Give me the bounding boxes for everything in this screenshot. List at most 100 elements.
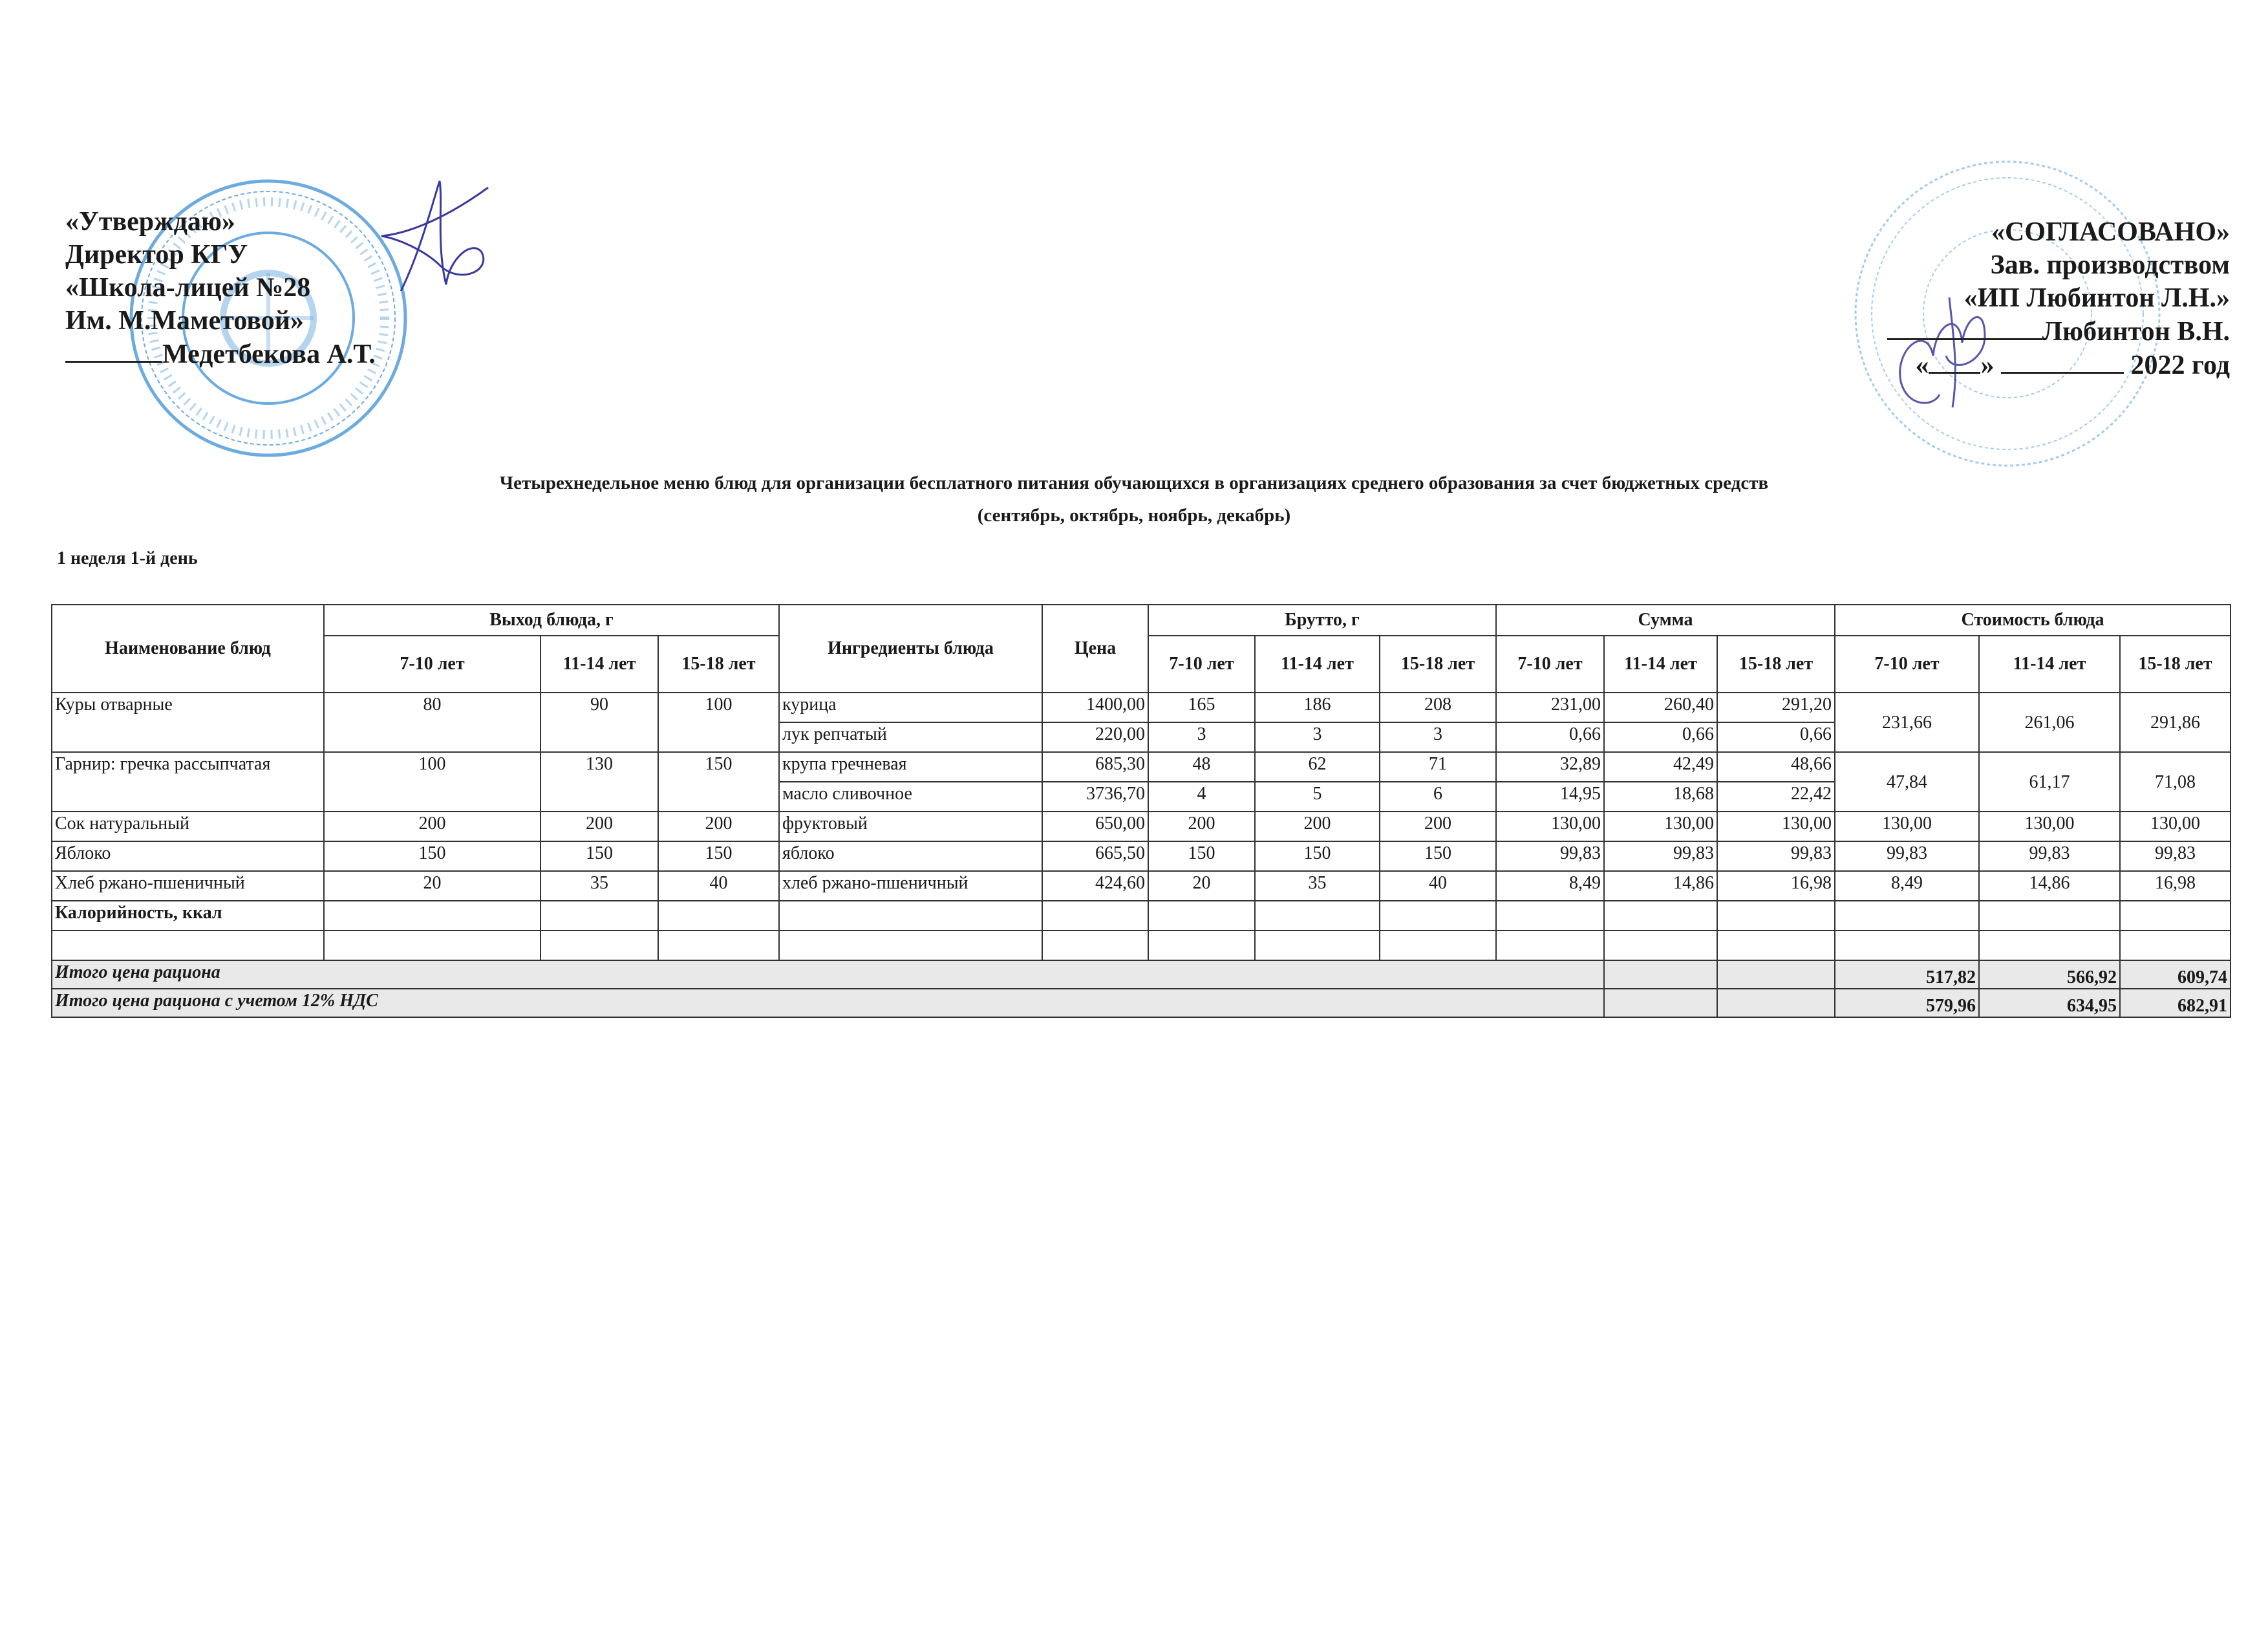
approval-school: «Школа-лицей №28 <box>65 273 311 303</box>
empty-cell <box>1978 900 2121 931</box>
ingredient-brutto: 208 <box>1379 692 1497 723</box>
dish-cost: 61,17 <box>1978 751 2121 812</box>
empty-cell <box>323 900 541 931</box>
ingredient-price: 3736,70 <box>1042 781 1149 812</box>
ingredient-sum: 14,86 <box>1603 870 1718 901</box>
col-yield-age-0: 7-10 лет <box>323 635 541 693</box>
ingredient-price: 665,50 <box>1042 841 1149 872</box>
col-sum-age-1: 11-14 лет <box>1603 635 1718 693</box>
ingredient-price: 424,60 <box>1042 870 1149 901</box>
total-row: Итого цена рациона 517,82 566,92 609,74 <box>51 960 2231 989</box>
ingredient-name: курица <box>778 692 1043 723</box>
ingredient-brutto: 4 <box>1148 781 1256 812</box>
document-title: Четырехнедельное меню блюд для организац… <box>0 467 2268 532</box>
approval-signatory-name: Медетбекова А.Т. <box>162 339 376 369</box>
agreement-heading: «СОГЛАСОВАНО» <box>1991 217 2230 247</box>
ingredient-sum: 0,66 <box>1603 722 1718 753</box>
ingredient-name: масло сливочное <box>778 781 1043 812</box>
header-row-groups: Наименование блюд Выход блюда, г Ингреди… <box>51 604 2231 693</box>
ingredient-sum: 18,68 <box>1603 781 1718 812</box>
dish-cost: 99,83 <box>2119 841 2231 872</box>
agreement-block: «СОГЛАСОВАНО» Зав. производством «ИП Люб… <box>1887 216 2230 382</box>
table-row: Гарнир: гречка рассыпчатая 100 130 150 крупа… <box>51 751 2231 812</box>
empty-cell <box>323 930 541 961</box>
col-cost-age-0: 7-10 лет <box>1834 635 1980 693</box>
empty-cell <box>1042 900 1149 931</box>
calories-label: Калорийность, ккал <box>51 900 325 931</box>
date-open-quote: « <box>1915 350 1929 380</box>
empty-cell <box>1717 988 1835 1018</box>
col-group-brutto: Брутто, г <box>1148 604 1497 636</box>
empty-cell <box>658 900 780 931</box>
dish-cost: 47,84 <box>1834 751 1980 812</box>
col-ingredients: Ингредиенты блюда <box>778 604 1043 693</box>
agreement-signatory-name: Любинтон В.Н. <box>2042 317 2230 347</box>
col-brutto-age-0: 7-10 лет <box>1148 635 1256 693</box>
empty-cell <box>778 900 1043 931</box>
dish-cost: 130,00 <box>2119 811 2231 842</box>
dish-name: Сок натуральный <box>51 811 325 842</box>
empty-cell <box>540 900 659 931</box>
approval-school-name: Им. М.Маметовой» <box>65 306 304 336</box>
ingredient-sum: 42,49 <box>1603 751 1718 782</box>
empty-cell <box>2119 930 2231 961</box>
ingredient-brutto: 3 <box>1148 722 1256 753</box>
director-signature <box>381 180 489 292</box>
header-row-ages: 7-10 лет 11-14 лет 15-18 лет 7-10 лет 11-14 … <box>52 635 2231 693</box>
ingredient-sum: 48,66 <box>1717 751 1835 782</box>
ingredient-sum: 22,42 <box>1717 781 1835 812</box>
ingredient-sum: 231,00 <box>1495 692 1605 723</box>
dish-cost: 16,98 <box>2119 870 2231 901</box>
dish-cost: 291,86 <box>2119 692 2231 753</box>
ingredient-name: хлеб ржано-пшеничный <box>778 870 1043 901</box>
empty-cell <box>1495 930 1605 961</box>
empty-cell <box>1603 900 1718 931</box>
title-line-2: (сентябрь, октябрь, ноябрь, декабрь) <box>977 505 1291 526</box>
ingredient-name: яблоко <box>778 841 1043 872</box>
dish-cost: 261,06 <box>1978 692 2121 753</box>
dish-cost: 99,83 <box>1978 841 2121 872</box>
dish-cost: 130,00 <box>1834 811 1980 842</box>
ingredient-brutto: 165 <box>1148 692 1256 723</box>
col-dish-name: Наименование блюд <box>51 604 325 693</box>
total-value: 579,96 <box>1834 988 1980 1018</box>
approval-position: Директор КГУ <box>65 240 248 270</box>
col-brutto-age-1: 11-14 лет <box>1254 635 1380 693</box>
ingredient-brutto: 35 <box>1254 870 1380 901</box>
empty-cell <box>1042 930 1149 961</box>
ingredient-sum: 16,98 <box>1717 870 1835 901</box>
agreement-company: «ИП Любинтон Л.Н.» <box>1963 283 2230 313</box>
menu-table: Наименование блюд Выход блюда, г Ингреди… <box>51 604 2231 1018</box>
ingredient-brutto: 6 <box>1379 781 1497 812</box>
ingredient-sum: 99,83 <box>1495 841 1605 872</box>
ingredient-name: фруктовый <box>778 811 1043 842</box>
dish-cost: 14,86 <box>1978 870 2121 901</box>
ingredient-sum: 130,00 <box>1717 811 1835 842</box>
total-value: 682,91 <box>2119 988 2231 1018</box>
empty-cell <box>1148 930 1256 961</box>
empty-cell <box>1495 900 1605 931</box>
total-value: 634,95 <box>1978 988 2121 1018</box>
table-row: лук репчатый 220,00 3 3 3 0,66 0,66 0,66 <box>52 722 2231 753</box>
ingredient-brutto: 40 <box>1379 870 1497 901</box>
calories-row: Калорийность, ккал <box>51 900 2231 931</box>
agreement-date: « » 2022 год <box>1887 349 2230 382</box>
total-label: Итого цена рациона с учетом 12% НДС <box>51 988 1605 1018</box>
table-row: Куры отварные 80 90 100 курица 1400,00 165 186 2… <box>51 692 2231 753</box>
dish-name: Гарнир: гречка рассыпчатая <box>51 751 325 812</box>
ingredient-brutto: 200 <box>1148 811 1256 842</box>
dish-yield: 200 <box>323 811 541 842</box>
title-line-1: Четырехнедельное меню блюд для организац… <box>499 473 1769 493</box>
ingredient-sum: 32,89 <box>1495 751 1605 782</box>
dish-cost: 99,83 <box>1834 841 1980 872</box>
total-value: 609,74 <box>2119 960 2231 989</box>
col-brutto-age-2: 15-18 лет <box>1379 635 1497 693</box>
date-close-quote: » <box>1980 350 1995 380</box>
approval-block: «Утверждаю» Директор КГУ «Школа-лицей №2… <box>65 206 376 371</box>
empty-cell <box>51 930 325 961</box>
empty-cell <box>1978 930 2121 961</box>
empty-cell <box>1254 900 1380 931</box>
school-stamp <box>129 179 407 457</box>
agreement-position: Зав. производством <box>1990 250 2230 280</box>
empty-cell <box>1379 930 1497 961</box>
